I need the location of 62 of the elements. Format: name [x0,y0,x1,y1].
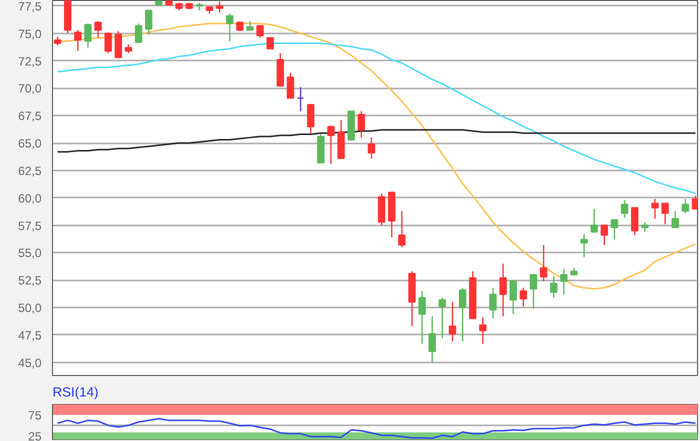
candlestick [398,210,406,248]
candlestick [418,290,426,344]
candlestick [610,219,618,240]
candlestick [458,287,466,342]
candlestick [266,37,274,50]
candlestick [479,316,487,344]
y-tick-label: 45,0 [18,356,42,370]
candlestick [286,72,294,99]
y-tick-label: 72,5 [18,54,42,68]
candlestick [104,32,112,54]
candlestick [327,124,335,165]
candlestick [672,210,679,228]
candlestick [428,316,436,363]
candlestick [661,202,669,225]
y-tick-label: 75,0 [18,26,42,41]
y-tick-label: 47,5 [18,328,42,342]
y-tick-label: 75 [28,408,42,422]
y-tick-label: 67,5 [18,109,42,124]
chart-title: RSI(14) [52,384,98,400]
candlestick [651,198,659,220]
candlestick [256,25,264,38]
candlestick [216,0,224,14]
candlestick [358,110,366,138]
line-series [56,42,696,194]
candlestick [448,301,456,342]
candlestick [590,208,598,234]
y-tick-label: 65,0 [18,136,42,151]
line-series [56,418,696,439]
y-tick-label: 70,0 [18,82,42,96]
candlestick [145,10,152,36]
candlestick [499,263,507,317]
candlestick [307,104,314,134]
candlestick [540,244,548,282]
y-tick-label: 25 [28,429,42,441]
candlestick [530,274,538,310]
candlestick [114,30,122,58]
y-tick-label: 60,0 [18,191,42,206]
candlestick [94,20,102,38]
candlestick [620,199,628,218]
candlestick [296,86,304,112]
candlestick [134,22,142,44]
candlestick [226,13,234,42]
candlestick [600,224,608,246]
candlestick [74,29,82,52]
candlestick [550,275,558,298]
y-tick-label: 62,5 [18,164,42,178]
candlestick [682,198,690,214]
candlestick [368,136,376,160]
y-tick-label: 52,5 [18,274,42,288]
candlestick [438,297,446,339]
candlestick [489,287,497,320]
y-tick-label: 77,5 [18,0,42,14]
candlestick [520,287,528,308]
y-tick-label: 50,0 [18,301,42,316]
candlestick [560,268,568,296]
candlestick [641,221,649,233]
y-tick-label: 57,5 [18,218,42,233]
candlestick [580,233,588,258]
candlestick [84,22,92,48]
y-tick-label: 55,0 [18,246,42,260]
candlestick [631,207,638,236]
candlestick [510,280,517,315]
